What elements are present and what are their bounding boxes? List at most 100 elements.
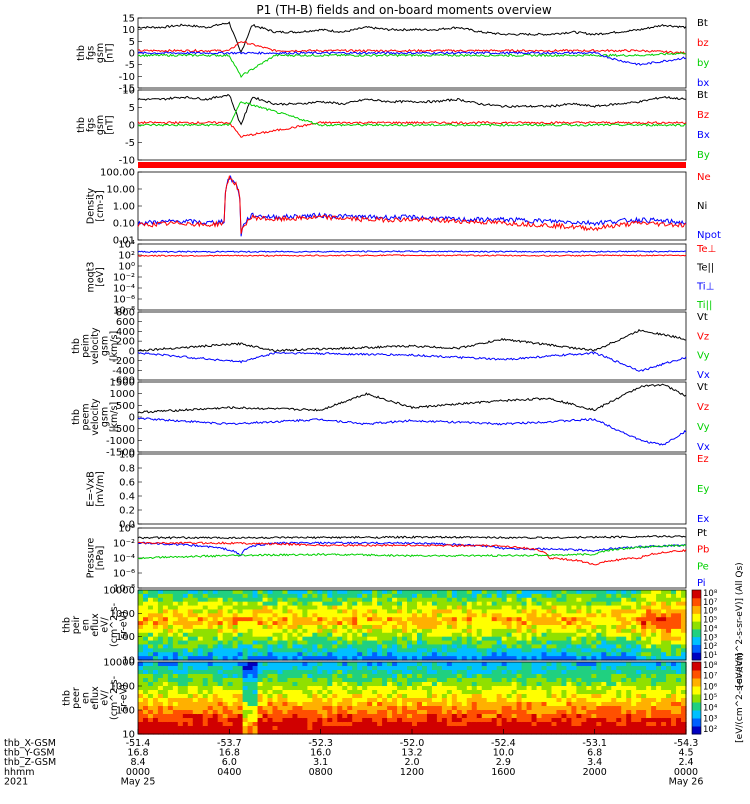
spectrogram-cell [481,621,488,626]
spectrogram-cell [581,628,587,634]
spectrogram-cell [626,682,632,687]
spectrogram-cell [596,694,602,699]
spectrogram-cell [262,718,269,723]
spectrogram-cell [416,613,423,618]
spectrogram-cell [147,718,154,723]
spectrogram-cell [651,617,657,622]
spectrogram-cell [471,726,478,731]
spectrogram-cell [521,605,528,611]
spectrogram-cell [456,718,463,723]
spectrogram-cell [661,644,667,649]
spectrogram-cell [586,666,592,671]
spectrogram-cell [382,656,388,661]
spectrogram-cell [162,593,169,599]
spectrogram-cell [476,632,483,638]
spectrogram-cell [616,706,622,711]
spectrogram-cell [207,601,214,607]
spectrogram-cell [461,590,468,595]
spectrogram-cell [461,621,468,626]
spectrogram-cell [441,648,448,653]
spectrogram-cell [676,698,682,703]
spectrogram-cell [392,666,398,671]
spectrogram-cell [616,640,622,646]
spectrogram-cell [666,652,672,657]
spectrogram-cell [416,726,423,731]
spectrogram-cell [202,714,209,719]
colorbar-segment [692,613,701,622]
spectrogram-cell [426,648,433,653]
spectrogram-cell [606,632,612,638]
spectrogram-cell [626,686,632,691]
spectrogram-cell [397,625,403,630]
spectrogram-cell [511,590,518,595]
spectrogram-cell [526,730,533,735]
spectrogram-cell [227,674,234,679]
spectrogram-cell [387,718,393,723]
spectrogram-cell [152,628,159,634]
spectrogram-cell [481,690,488,695]
x-row-label: thb_Z-GSM [4,757,56,768]
spectrogram-cell [257,674,264,679]
colorbar-tick-label: 10⁵ [703,616,717,626]
spectrogram-cell [601,698,607,703]
spectrogram-cell [327,656,333,661]
spectrogram-cell [312,706,318,711]
spectrogram-cell [302,722,308,727]
legend-vz: Vz [697,331,709,342]
spectrogram-cell [491,666,498,671]
spectrogram-cell [666,609,672,614]
spectrogram-cell [277,726,284,731]
spectrogram-cell [142,730,149,735]
spectrogram-cell [591,605,597,611]
spectrogram-cell [671,605,677,611]
spectrogram-cell [207,628,214,634]
spectrogram-cell [302,617,308,622]
spectrogram-cell [416,702,423,707]
spectrogram-cell [187,590,194,595]
spectrogram-cell [571,706,577,711]
legend-bz: Bz [697,110,709,121]
spectrogram-cell [167,698,174,703]
spectrogram-cell [596,674,602,679]
spectrogram-cell [297,656,303,661]
spectrogram-cell [571,702,577,707]
spectrogram-cell [571,662,577,667]
spectrogram-cell [177,648,184,653]
spectrogram-cell [367,674,373,679]
spectrogram-cell [416,597,423,603]
spectrogram-cell [471,621,478,626]
spectrogram-cell [541,609,548,614]
spectrogram-cell [312,718,318,723]
spectrogram-cell [157,722,164,727]
spectrogram-cell [421,662,428,667]
spectrogram-cell [421,666,428,671]
spectrogram-cell [237,662,244,667]
spectrogram-cell [676,590,682,595]
spectrogram-cell [541,698,548,703]
spectrogram-cell [591,666,597,671]
spectrogram-cell [491,644,498,649]
spectrogram-cell [656,714,662,719]
spectrogram-cell [481,702,488,707]
spectrogram-cell [546,617,553,622]
spectrogram-cell [606,722,612,727]
spectrogram-cell [392,690,398,695]
spectrogram-cell [332,690,338,695]
spectrogram-cell [197,706,204,711]
spectrogram-cell [312,601,318,607]
spectrogram-cell [372,670,378,675]
spectrogram-cell [581,698,587,703]
spectrogram-cell [272,682,279,687]
spectrogram-cell [436,601,443,607]
spectrogram-cell [616,632,622,638]
spectrogram-cell [566,640,573,646]
spectrogram-cell [441,628,448,634]
x-row-label: 2021 [4,776,28,787]
spectrogram-cell [162,710,169,715]
spectrogram-cell [541,640,548,646]
spectrogram-cell [456,674,463,679]
spectrogram-cell [362,722,368,727]
spectrogram-cell [661,632,667,638]
spectrogram-cell [177,710,184,715]
spectrogram-cell [382,605,388,611]
